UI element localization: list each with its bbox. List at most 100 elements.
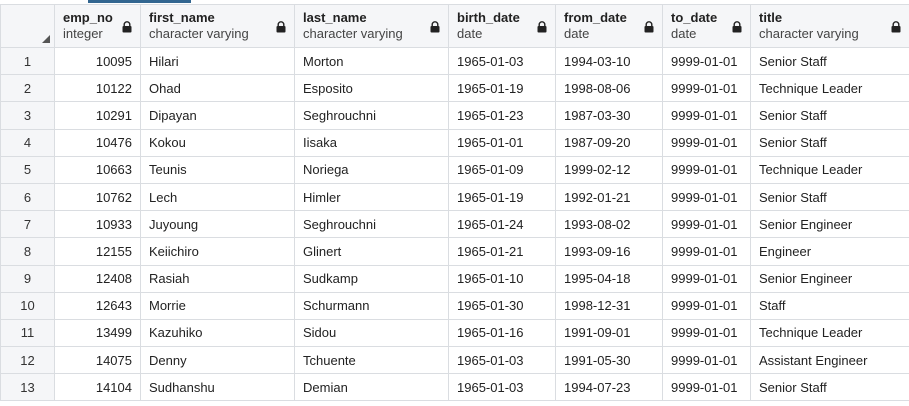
row-number[interactable]: 7 [0, 210, 55, 239]
cell-last-name[interactable]: Sudkamp [294, 264, 449, 293]
cell-emp-no[interactable]: 12408 [54, 264, 141, 293]
cell-last-name[interactable]: Demian [294, 373, 449, 402]
cell-title[interactable]: Senior Staff [750, 373, 909, 402]
cell-birth-date[interactable]: 1965-01-03 [448, 373, 556, 402]
cell-first-name[interactable]: Morrie [140, 291, 295, 320]
cell-birth-date[interactable]: 1965-01-24 [448, 210, 556, 239]
cell-to-date[interactable]: 9999-01-01 [662, 291, 751, 320]
cell-to-date[interactable]: 9999-01-01 [662, 74, 751, 103]
table-row[interactable]: 13 14104 Sudhanshu Demian 1965-01-03 1994-07-… [0, 373, 909, 402]
table-row[interactable]: 12 14075 Denny Tchuente 1965-01-03 1991-05-30… [0, 346, 909, 375]
table-row[interactable]: 8 12155 Keiichiro Glinert 1965-01-21 1993-09-… [0, 237, 909, 266]
cell-birth-date[interactable]: 1965-01-16 [448, 318, 556, 348]
cell-from-date[interactable]: 1991-09-01 [555, 318, 663, 348]
cell-from-date[interactable]: 1994-07-23 [555, 373, 663, 402]
cell-last-name[interactable]: Schurmann [294, 291, 449, 320]
cell-from-date[interactable]: 1994-03-10 [555, 46, 663, 76]
cell-to-date[interactable]: 9999-01-01 [662, 155, 751, 184]
cell-birth-date[interactable]: 1965-01-21 [448, 237, 556, 266]
table-row[interactable]: 7 10933 Juyoung Seghrouchni 1965-01-24 1993-0… [0, 210, 909, 239]
cell-to-date[interactable]: 9999-01-01 [662, 237, 751, 266]
column-header-title[interactable]: title character varying [750, 4, 909, 48]
cell-title[interactable]: Technique Leader [750, 74, 909, 103]
cell-birth-date[interactable]: 1965-01-23 [448, 101, 556, 130]
cell-last-name[interactable]: Noriega [294, 155, 449, 184]
cell-last-name[interactable]: Sidou [294, 318, 449, 348]
cell-first-name[interactable]: Ohad [140, 74, 295, 103]
cell-last-name[interactable]: Glinert [294, 237, 449, 266]
row-number[interactable]: 1 [0, 46, 55, 76]
table-row[interactable]: 10 12643 Morrie Schurmann 1965-01-30 1998-12-… [0, 291, 909, 320]
cell-last-name[interactable]: Iisaka [294, 128, 449, 157]
cell-to-date[interactable]: 9999-01-01 [662, 182, 751, 212]
cell-first-name[interactable]: Teunis [140, 155, 295, 184]
cell-last-name[interactable]: Himler [294, 182, 449, 212]
cell-last-name[interactable]: Esposito [294, 74, 449, 103]
row-number[interactable]: 11 [0, 318, 55, 348]
cell-to-date[interactable]: 9999-01-01 [662, 46, 751, 76]
cell-last-name[interactable]: Seghrouchni [294, 101, 449, 130]
cell-emp-no[interactable]: 12155 [54, 237, 141, 266]
cell-title[interactable]: Senior Staff [750, 128, 909, 157]
cell-first-name[interactable]: Dipayan [140, 101, 295, 130]
cell-from-date[interactable]: 1987-03-30 [555, 101, 663, 130]
row-number[interactable]: 10 [0, 291, 55, 320]
cell-to-date[interactable]: 9999-01-01 [662, 128, 751, 157]
cell-emp-no[interactable]: 14075 [54, 346, 141, 375]
cell-title[interactable]: Senior Staff [750, 182, 909, 212]
column-header-emp-no[interactable]: emp_no integer [54, 4, 141, 48]
cell-from-date[interactable]: 1992-01-21 [555, 182, 663, 212]
cell-title[interactable]: Senior Staff [750, 101, 909, 130]
cell-first-name[interactable]: Lech [140, 182, 295, 212]
table-row[interactable]: 6 10762 Lech Himler 1965-01-19 1992-01-21 9999… [0, 182, 909, 212]
cell-title[interactable]: Senior Engineer [750, 264, 909, 293]
cell-emp-no[interactable]: 10663 [54, 155, 141, 184]
cell-last-name[interactable]: Seghrouchni [294, 210, 449, 239]
cell-first-name[interactable]: Rasiah [140, 264, 295, 293]
cell-emp-no[interactable]: 14104 [54, 373, 141, 402]
cell-first-name[interactable]: Kazuhiko [140, 318, 295, 348]
cell-emp-no[interactable]: 12643 [54, 291, 141, 320]
cell-first-name[interactable]: Juyoung [140, 210, 295, 239]
table-row[interactable]: 4 10476 Kokou Iisaka 1965-01-01 1987-09-20 999… [0, 128, 909, 157]
cell-title[interactable]: Staff [750, 291, 909, 320]
cell-title[interactable]: Technique Leader [750, 155, 909, 184]
cell-from-date[interactable]: 1998-12-31 [555, 291, 663, 320]
cell-title[interactable]: Assistant Engineer [750, 346, 909, 375]
cell-emp-no[interactable]: 10476 [54, 128, 141, 157]
cell-emp-no[interactable]: 10762 [54, 182, 141, 212]
cell-title[interactable]: Senior Staff [750, 46, 909, 76]
cell-emp-no[interactable]: 10095 [54, 46, 141, 76]
row-number[interactable]: 4 [0, 128, 55, 157]
table-row[interactable]: 3 10291 Dipayan Seghrouchni 1965-01-23 1987-0… [0, 101, 909, 130]
cell-first-name[interactable]: Kokou [140, 128, 295, 157]
cell-emp-no[interactable]: 10291 [54, 101, 141, 130]
cell-from-date[interactable]: 1993-09-16 [555, 237, 663, 266]
cell-from-date[interactable]: 1998-08-06 [555, 74, 663, 103]
row-number[interactable]: 6 [0, 182, 55, 212]
select-all-corner[interactable] [0, 4, 55, 48]
cell-title[interactable]: Engineer [750, 237, 909, 266]
row-number[interactable]: 3 [0, 101, 55, 130]
cell-birth-date[interactable]: 1965-01-03 [448, 346, 556, 375]
row-number[interactable]: 13 [0, 373, 55, 402]
cell-from-date[interactable]: 1991-05-30 [555, 346, 663, 375]
row-number[interactable]: 8 [0, 237, 55, 266]
cell-last-name[interactable]: Morton [294, 46, 449, 76]
table-row[interactable]: 2 10122 Ohad Esposito 1965-01-19 1998-08-06 99… [0, 74, 909, 103]
column-header-last-name[interactable]: last_name character varying [294, 4, 449, 48]
cell-from-date[interactable]: 1993-08-02 [555, 210, 663, 239]
cell-birth-date[interactable]: 1965-01-10 [448, 264, 556, 293]
cell-first-name[interactable]: Hilari [140, 46, 295, 76]
table-row[interactable]: 1 10095 Hilari Morton 1965-01-03 1994-03-10 99… [0, 46, 909, 76]
table-row[interactable]: 11 13499 Kazuhiko Sidou 1965-01-16 1991-09-01… [0, 318, 909, 348]
cell-to-date[interactable]: 9999-01-01 [662, 210, 751, 239]
cell-birth-date[interactable]: 1965-01-01 [448, 128, 556, 157]
column-header-birth-date[interactable]: birth_date date [448, 4, 556, 48]
cell-to-date[interactable]: 9999-01-01 [662, 318, 751, 348]
row-number[interactable]: 2 [0, 74, 55, 103]
cell-birth-date[interactable]: 1965-01-19 [448, 74, 556, 103]
cell-last-name[interactable]: Tchuente [294, 346, 449, 375]
cell-birth-date[interactable]: 1965-01-03 [448, 46, 556, 76]
table-row[interactable]: 5 10663 Teunis Noriega 1965-01-09 1999-02-12 9… [0, 155, 909, 184]
